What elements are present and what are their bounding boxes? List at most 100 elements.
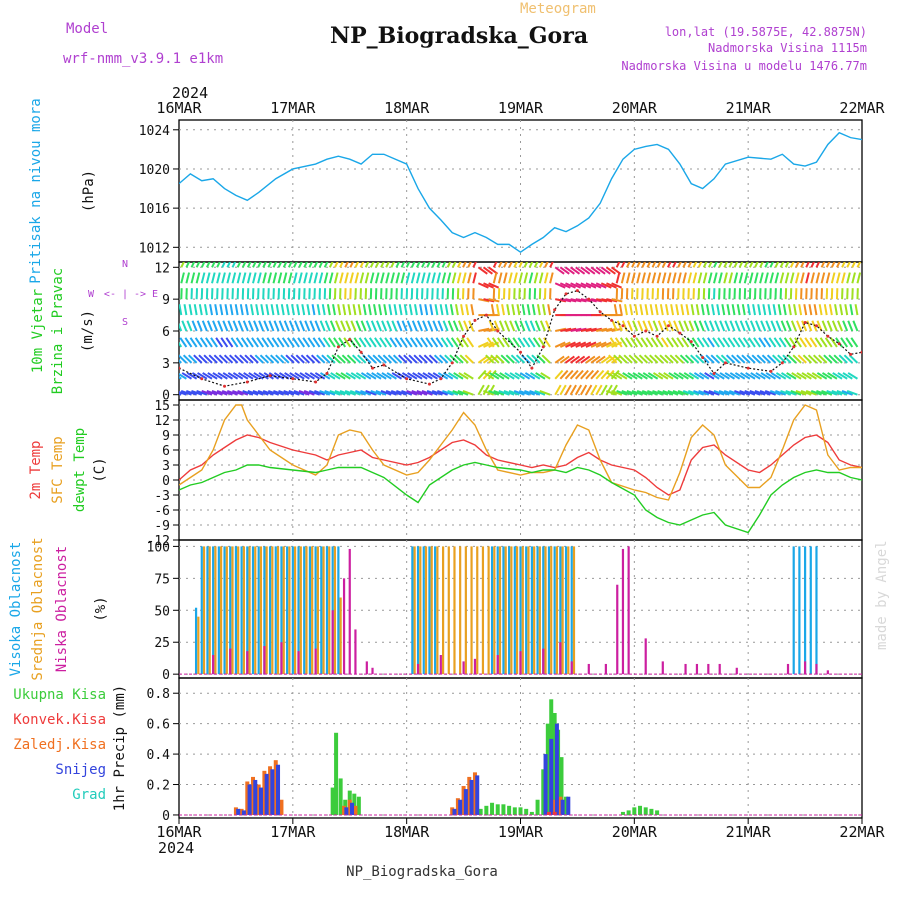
wind-barb [782, 304, 787, 316]
compass-n: N [122, 259, 128, 270]
wind-barb [850, 337, 859, 348]
wind-barb [569, 369, 579, 380]
wind-barb [201, 389, 213, 396]
wind-barb [477, 266, 488, 275]
wind-barb [656, 262, 662, 268]
wind-barb [773, 337, 782, 348]
wind-barb [488, 298, 500, 303]
wind-barb [477, 369, 487, 380]
wind-barb [411, 389, 423, 396]
series-line-2m-temp [179, 434, 862, 496]
wind-point [427, 382, 431, 386]
wind-barb [395, 272, 401, 284]
wind-barb [472, 272, 477, 284]
wind-barb [370, 320, 377, 332]
wind-barb [778, 337, 787, 348]
wind-barb [674, 354, 684, 364]
wind-point [179, 366, 181, 370]
wind-barb [585, 369, 595, 380]
wind-barb [470, 304, 475, 316]
wind-barb [382, 354, 392, 364]
wind-barb [431, 389, 443, 396]
bar-ukupna-kisa [535, 799, 540, 815]
wind-barb [795, 389, 807, 396]
station-title: NP_Biogradska_Gora [330, 23, 588, 49]
wind-barb [755, 320, 762, 332]
wind-barb [351, 354, 362, 364]
x-tick-label-top: 22MAR [839, 99, 885, 117]
coords-text: lon,lat (19.5875E, 42.8875N) [665, 25, 867, 39]
wind-barb [449, 304, 454, 316]
wind-barb [349, 262, 355, 268]
wind-barb [570, 327, 582, 332]
wind-barb [687, 262, 693, 268]
axis-label-temperature: 2m Temp [28, 440, 44, 499]
wind-barb [272, 262, 278, 268]
wind-barb [629, 304, 634, 316]
wind-barb [251, 337, 259, 348]
wind-barb [498, 389, 510, 396]
bar-visoka-oblacnost [291, 546, 294, 675]
wind-barb [357, 354, 367, 364]
legend-item: Ukupna Kisa [13, 687, 106, 703]
wind-barb [188, 304, 193, 316]
wind-barb [542, 304, 546, 316]
wind-barb [335, 372, 346, 380]
bar-srednja-oblacnost [322, 546, 325, 675]
wind-barb [358, 337, 367, 348]
wind-barb [231, 262, 237, 268]
wind-barb [772, 304, 777, 316]
bar-visoka-oblacnost [314, 546, 317, 675]
wind-barb [420, 337, 428, 348]
wind-barb [575, 298, 587, 303]
y-tick-label: 100 [147, 540, 170, 555]
wind-barb [736, 354, 746, 364]
wind-barb [805, 389, 817, 396]
wind-barb [791, 372, 802, 380]
wind-point [530, 366, 534, 370]
wind-barb [526, 304, 531, 316]
wind-barb [355, 372, 367, 380]
wind-barb [580, 298, 592, 303]
wind-barb [728, 389, 740, 396]
wind-barb [456, 272, 462, 284]
wind-barb [651, 272, 657, 284]
wind-barb [709, 372, 720, 380]
bar-niska-oblacnost [803, 661, 807, 675]
wind-barb [806, 372, 817, 380]
wind-barb [690, 304, 695, 316]
wind-barb [446, 272, 452, 284]
wind-barb [641, 389, 653, 396]
wind-barb [600, 355, 611, 364]
wind-barb [401, 372, 413, 380]
wind-barb [713, 389, 725, 396]
wind-barb [383, 304, 388, 316]
wind-barb [340, 372, 351, 380]
wind-barb [555, 327, 567, 332]
wind-barb [452, 389, 464, 396]
wind-point [325, 371, 329, 375]
wind-barb [485, 354, 495, 364]
wind-barb [324, 389, 336, 396]
wind-barb [492, 262, 498, 268]
wind-barb [828, 354, 838, 364]
wind-barb [236, 272, 242, 284]
bar-zaledj-kisa [256, 784, 261, 815]
wind-barb [590, 298, 603, 303]
wind-barb [814, 337, 823, 348]
bar-srednja-oblacnost [430, 546, 433, 675]
wind-barb [654, 354, 664, 364]
wind-barb [294, 372, 305, 380]
wind-barb [454, 354, 464, 364]
bar-srednja-oblacnost [504, 546, 507, 675]
wind-barb [285, 304, 290, 316]
wind-barb [749, 389, 761, 396]
axis-label-precip: 1hr Precip (mm) [112, 685, 128, 811]
wind-barb [454, 304, 459, 316]
wind-barb [369, 272, 375, 284]
wind-barb [359, 272, 365, 284]
legend-item: Snijeg [55, 762, 106, 778]
wind-barb [646, 272, 652, 284]
bar-srednja-oblacnost [220, 546, 223, 675]
bar-srednja-oblacnost [515, 546, 519, 675]
